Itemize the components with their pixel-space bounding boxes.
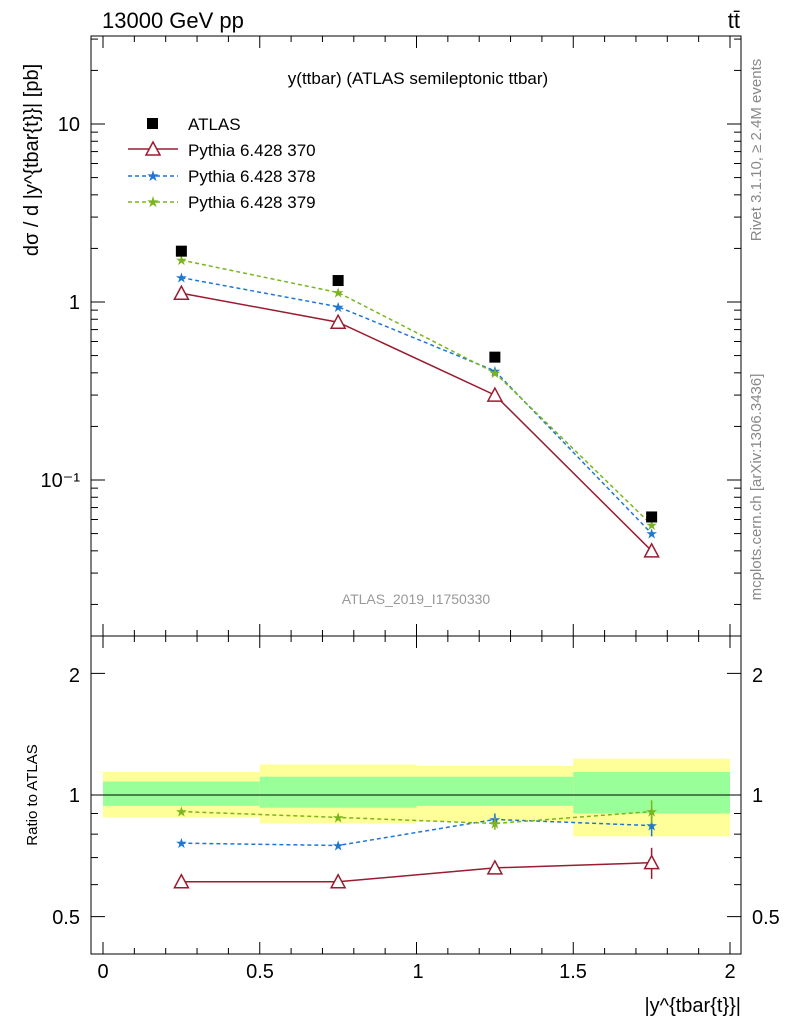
main-point-star: ★ [175,270,188,286]
ratio-point-star: ★ [175,804,188,820]
legend-p378-label: Pythia 6.428 378 [188,167,316,186]
ratio-y-tick-label: 2 [69,665,80,687]
main-point-p370 [329,313,347,329]
x-tick-label: 1.5 [559,961,587,983]
x-tick-labels: 0 0.5 1 1.5 2 [97,961,735,983]
ratio-band-inner [416,776,574,806]
ratio-series-line [181,861,652,883]
ratio-series-line [181,818,652,847]
main-y-tick-label: 10 [58,114,80,136]
main-point-star: ★ [489,365,502,381]
main-point-p370 [173,284,190,300]
rivet-label: Rivet 3.1.10, ≥ 2.4M events [748,59,765,242]
main-point-atlas [332,275,344,287]
main-y-axis-label: dσ / d |y^{tbar{t}}| [pb] [21,64,43,256]
x-tick-label: 0 [97,961,108,983]
main-point-star: ★ [489,363,502,379]
ratio-y-tick-label: 0.5 [52,907,80,929]
watermark: ATLAS_2019_I1750330 [342,591,491,607]
ratio-y-tick-label-right: 2 [752,665,763,687]
main-y-tick-label: 1 [69,292,80,314]
ratio-point-star: ★ [645,804,658,820]
main-point-p370 [643,542,660,558]
ratio-series-line [181,810,652,825]
legend-p379-label: Pythia 6.428 379 [188,193,316,212]
energy-label: 13000 GeV pp [102,8,244,33]
ratio-point-star: ★ [489,816,502,832]
main-series-line [181,292,653,552]
ratio-point-star: ★ [645,818,658,834]
ratio-point-star: ★ [175,835,188,851]
x-axis-label: |y^{tbar{t}}| [644,995,741,1017]
main-point-atlas [646,511,658,523]
main-point-atlas [489,351,501,363]
main-point-star: ★ [645,526,658,542]
ratio-band-inner [259,776,417,808]
legend: ATLAS Pythia 6.428 370 ★ Pythia 6.428 37… [128,115,316,212]
ratio-uncertainty-bands [103,758,730,837]
ratio-y-tick-label-right: 0.5 [752,907,780,929]
legend-p378-marker: ★ [146,168,159,185]
x-tick-label: 0.5 [246,961,274,983]
ratio-y-tick-labels: 2 1 0.5 2 1 0.5 [52,665,780,929]
main-y-tick-labels: 10 1 10⁻¹ [41,114,81,492]
main-axis-ticks [91,36,741,636]
main-y-tick-label: 10⁻¹ [41,470,81,492]
ratio-point-p370 [329,873,347,889]
ratio-point-p370 [173,873,190,889]
legend-p370-label: Pythia 6.428 370 [188,141,316,160]
x-tick-label: 1 [412,961,423,983]
main-plot-title: y(ttbar) (ATLAS semileptonic ttbar) [288,69,548,88]
main-point-star: ★ [332,299,345,315]
mcplots-label: mcplots.cern.ch [arXiv:1306.3436] [748,374,765,601]
x-tick-label: 2 [724,961,735,983]
ratio-point-star: ★ [332,837,345,853]
legend-p370-marker [144,140,162,156]
ratio-point-p370 [486,859,504,875]
ratio-y-tick-label-right: 1 [752,785,763,807]
ratio-band-inner [103,781,260,806]
ratio-y-tick-label: 1 [69,785,80,807]
ratio-axis-ticks [91,636,741,954]
main-series-line [181,276,653,535]
main-point-p370 [486,386,504,402]
ratio-point-star: ★ [332,809,345,825]
legend-atlas-marker [147,118,158,129]
main-point-star: ★ [332,285,345,301]
legend-atlas-label: ATLAS [188,115,241,134]
legend-p379-marker: ★ [146,194,159,211]
main-plot-marks: ★★★★★★★★ [173,245,660,558]
ratio-y-axis-label: Ratio to ATLAS [24,744,41,845]
main-point-atlas [175,245,187,257]
process-label: tt̄ [728,8,740,33]
main-series-line [181,259,653,526]
ratio-point-p370 [643,854,660,870]
ratio-plot-marks: ★ ★★ ★★ ★ ★★ [173,800,660,889]
